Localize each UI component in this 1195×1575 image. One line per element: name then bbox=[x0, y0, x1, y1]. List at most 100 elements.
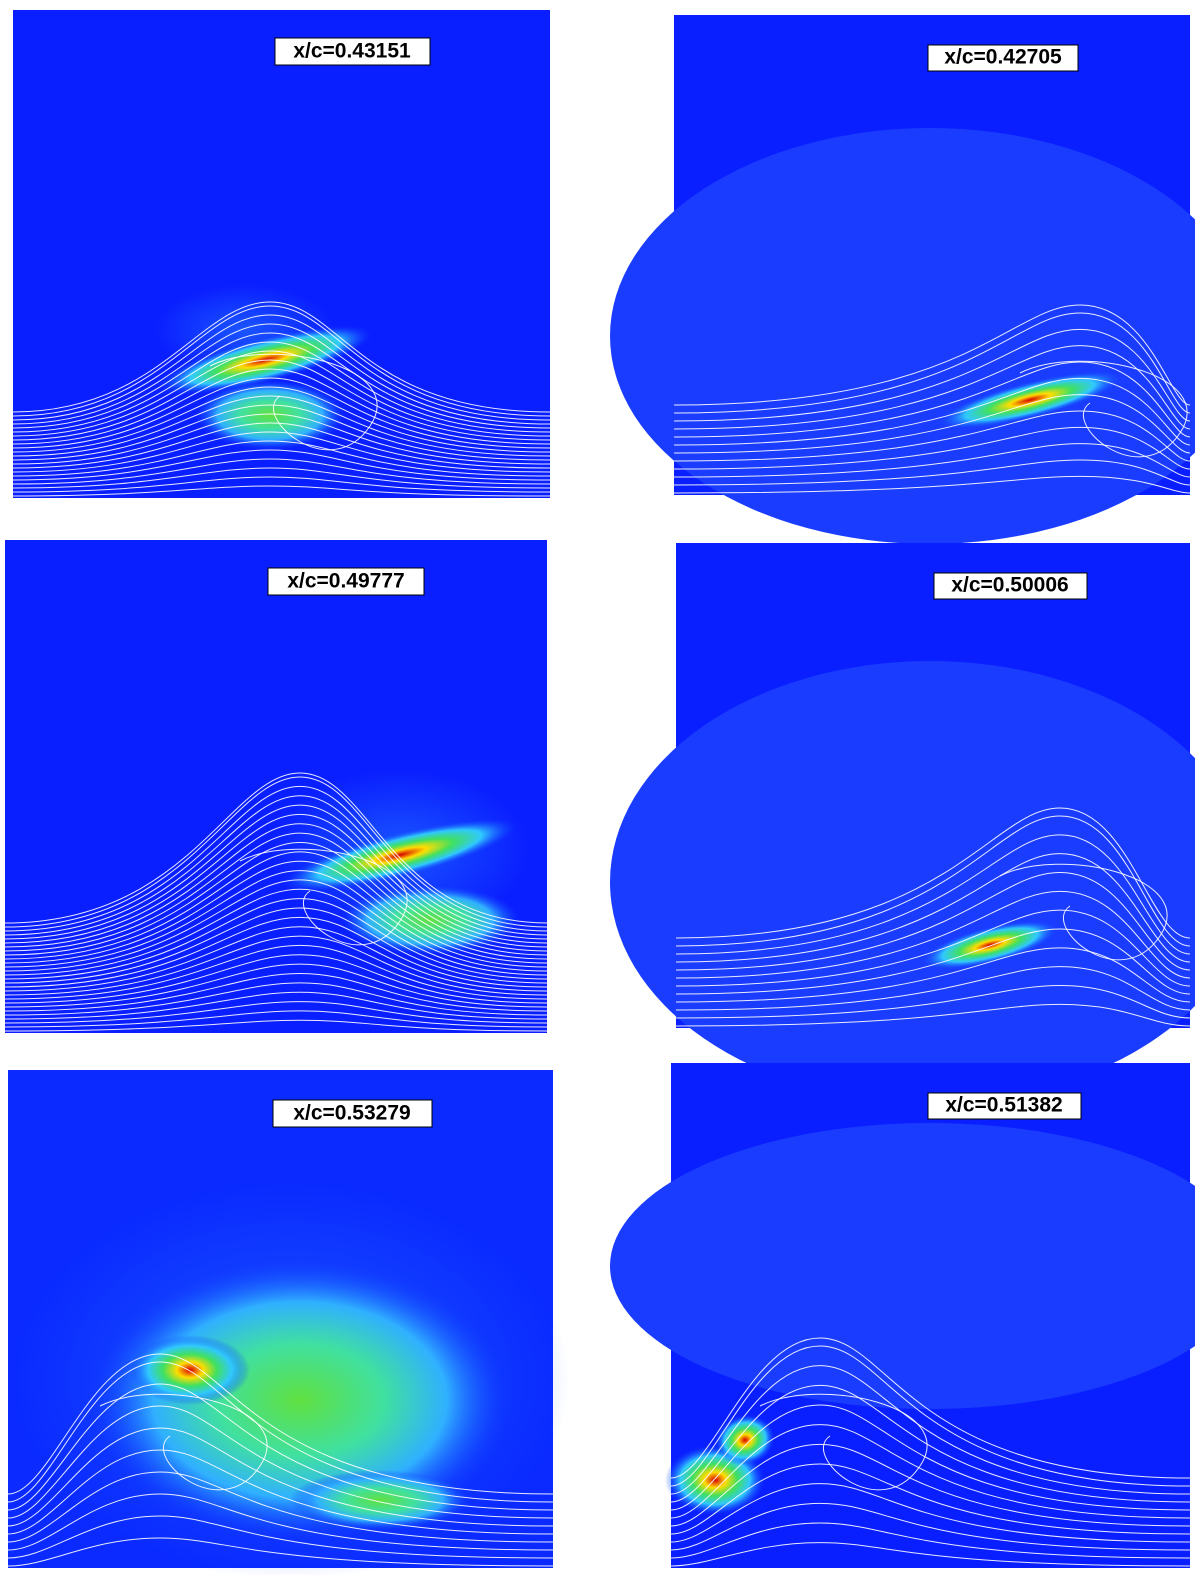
streamline bbox=[12, 485, 551, 497]
streamline bbox=[673, 426, 1191, 470]
streamline bbox=[673, 394, 1191, 454]
labels: x/c=0.43151 x/c=0.42705 x/c=0.49777 x/c=… bbox=[267, 37, 1088, 1128]
streamline bbox=[12, 449, 551, 481]
streamline bbox=[670, 1502, 1191, 1551]
streamline bbox=[12, 314, 551, 421]
streamline bbox=[7, 1405, 554, 1519]
streamline bbox=[4, 1010, 548, 1028]
contour-blob bbox=[283, 818, 517, 892]
streamline bbox=[12, 359, 551, 441]
streamline bbox=[675, 909, 1191, 987]
streamline bbox=[675, 966, 1191, 1011]
streamline bbox=[4, 954, 548, 1004]
streamline bbox=[4, 898, 548, 980]
streamline bbox=[673, 312, 1191, 414]
streamline bbox=[670, 1404, 1191, 1511]
streamline bbox=[4, 907, 548, 984]
streamline bbox=[670, 1424, 1191, 1519]
streamline bbox=[673, 410, 1191, 462]
streamline bbox=[12, 332, 551, 429]
streamline bbox=[7, 1471, 554, 1543]
streamline bbox=[673, 304, 1191, 406]
streamline bbox=[675, 807, 1191, 939]
streamline bbox=[670, 1337, 1191, 1479]
panel-label: x/c=0.50006 bbox=[951, 574, 1068, 597]
streamline bbox=[4, 926, 548, 992]
contour-blob bbox=[921, 920, 1059, 970]
streamline bbox=[670, 1463, 1191, 1535]
streamline bbox=[12, 413, 551, 465]
streamline bbox=[673, 328, 1191, 422]
contour-haze bbox=[610, 128, 1195, 544]
streamline bbox=[675, 834, 1191, 955]
streamline bbox=[4, 1019, 548, 1032]
label-box bbox=[927, 44, 1079, 72]
streamline bbox=[675, 947, 1191, 1003]
streamline bbox=[12, 422, 551, 469]
streamline bbox=[12, 377, 551, 449]
streamline bbox=[12, 323, 551, 425]
streamline bbox=[209, 353, 378, 451]
streamline bbox=[4, 795, 548, 936]
panel bbox=[7, 1070, 570, 1575]
contour-blob bbox=[130, 1335, 250, 1405]
streamline bbox=[4, 870, 548, 968]
streamline bbox=[7, 1537, 554, 1567]
streamline bbox=[12, 431, 551, 473]
streamline bbox=[4, 832, 548, 952]
streamline bbox=[1019, 360, 1188, 458]
streamline bbox=[675, 815, 1191, 947]
panel-label: x/c=0.43151 bbox=[293, 40, 411, 63]
streamline bbox=[7, 1493, 554, 1551]
panel bbox=[12, 10, 551, 498]
panel-label: x/c=0.51382 bbox=[945, 1094, 1062, 1117]
panel-label: x/c=0.53279 bbox=[293, 1102, 410, 1125]
streamline bbox=[675, 871, 1191, 971]
streamline bbox=[670, 1443, 1191, 1527]
contour-blob bbox=[290, 1470, 470, 1530]
streamline bbox=[999, 863, 1168, 961]
streamline bbox=[759, 1393, 928, 1491]
panels bbox=[4, 10, 1195, 1575]
contour-haze bbox=[610, 1123, 1195, 1409]
panel-label: x/c=0.49777 bbox=[287, 570, 404, 593]
label-box bbox=[267, 567, 425, 596]
streamline bbox=[7, 1361, 554, 1503]
streamline bbox=[7, 1353, 554, 1495]
label-box bbox=[933, 572, 1088, 600]
streamline bbox=[4, 851, 548, 960]
streamline bbox=[673, 377, 1191, 446]
streamline bbox=[673, 345, 1191, 430]
streamline bbox=[12, 440, 551, 477]
panel-label: x/c=0.42705 bbox=[944, 46, 1062, 69]
streamline bbox=[675, 984, 1191, 1019]
streamline bbox=[4, 823, 548, 948]
panel bbox=[4, 540, 548, 1033]
streamline bbox=[675, 853, 1191, 963]
label-box bbox=[272, 1099, 433, 1128]
panel bbox=[610, 15, 1195, 544]
streamline bbox=[99, 1393, 268, 1491]
streamline bbox=[670, 1483, 1191, 1543]
contour-blob bbox=[90, 1260, 510, 1540]
streamline bbox=[12, 350, 551, 437]
streamline bbox=[4, 772, 548, 924]
streamline bbox=[670, 1365, 1191, 1495]
contour-blob bbox=[195, 380, 345, 450]
streamline bbox=[4, 804, 548, 940]
label-box bbox=[927, 1092, 1082, 1120]
streamline bbox=[670, 1384, 1191, 1503]
streamline bbox=[12, 467, 551, 489]
streamline bbox=[673, 361, 1191, 438]
label-box bbox=[274, 37, 431, 66]
streamline bbox=[4, 982, 548, 1016]
streamline bbox=[4, 1001, 548, 1024]
streamline bbox=[12, 404, 551, 461]
streamline bbox=[4, 944, 548, 1000]
streamline bbox=[12, 386, 551, 453]
streamline bbox=[675, 890, 1191, 979]
streamline bbox=[12, 458, 551, 485]
streamline bbox=[4, 972, 548, 1012]
streamline bbox=[12, 341, 551, 433]
streamline bbox=[7, 1383, 554, 1511]
